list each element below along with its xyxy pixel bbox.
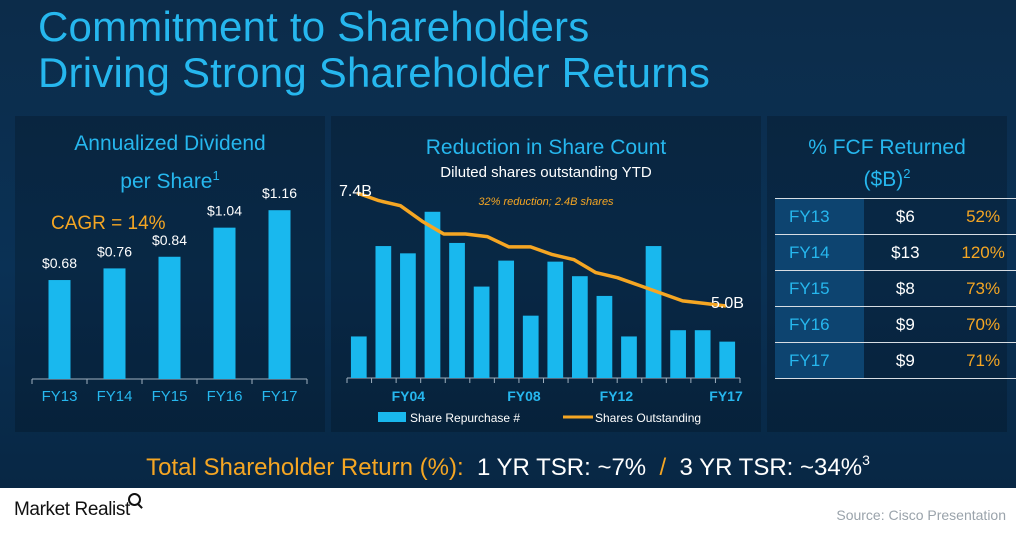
dividend-bar (103, 268, 126, 379)
fcf-amount: $9 (863, 342, 948, 379)
share-count-chart: 7.4B 5.0B FY04 FY08 FY12 FY17 Share Repurchase… (339, 183, 744, 425)
tsr-three-year: 3 YR TSR: ~34% (679, 454, 863, 481)
table-row: FY16 $9 70% (775, 306, 1016, 343)
fcf-pct: 120% (947, 234, 1016, 271)
fcf-fy: FY13 (775, 198, 864, 235)
fcf-amount: $9 (863, 306, 948, 343)
share-tick-label: FY17 (709, 388, 743, 404)
table-row: FY13 $6 52% (775, 198, 1016, 235)
fcf-title-line1: % FCF Returned (808, 136, 966, 159)
dividend-data-label: $1.16 (262, 185, 297, 201)
tsr-label: Total Shareholder Return (%): (146, 454, 464, 481)
fcf-fy: FY14 (775, 234, 864, 271)
legend-line-label: Shares Outstanding (595, 411, 701, 425)
dividend-bar-chart: $0.68 FY13 $0.76 FY14 $0.84 FY15 $1.04 FY16 $1.1… (31, 185, 308, 405)
share-tick-label: FY04 (392, 388, 426, 404)
share-tick-label: FY08 (507, 388, 541, 404)
share-count-subtitle: Diluted shares outstanding YTD (440, 164, 652, 181)
dividend-bar (268, 210, 291, 379)
dividend-data-label: $0.68 (42, 255, 77, 271)
slide-title-line2: Driving Strong Shareholder Returns (38, 49, 711, 96)
repurchase-bar (670, 330, 686, 378)
tsr-line: Total Shareholder Return (%): 1 YR TSR: … (0, 452, 1016, 482)
dividend-bar (213, 227, 236, 379)
dividend-bar (48, 280, 71, 379)
fcf-amount: $13 (863, 234, 948, 271)
fcf-amount: $6 (863, 198, 948, 235)
dividend-tick-label: FY13 (42, 388, 78, 405)
repurchase-bar (498, 260, 515, 378)
legend-bar-label: Share Repurchase # (410, 411, 520, 425)
repurchase-bar (424, 211, 441, 378)
repurchase-bar (473, 286, 490, 378)
fcf-amount: $8 (863, 270, 948, 307)
dividend-data-label: $0.84 (152, 232, 187, 248)
repurchase-bar (645, 246, 662, 378)
dividend-data-label: $1.04 (207, 203, 242, 219)
end-value-label: 5.0B (711, 295, 744, 312)
tsr-sup: 3 (862, 452, 870, 468)
table-row: FY17 $9 71% (775, 342, 1016, 379)
slide: Commitment to Shareholders Driving Stron… (0, 0, 1016, 488)
fcf-fy: FY17 (775, 342, 864, 379)
fcf-pct: 71% (947, 342, 1016, 379)
repurchase-bar (694, 330, 711, 378)
fcf-fy: FY16 (775, 306, 864, 343)
fcf-title-sup: 2 (903, 166, 911, 181)
repurchase-bar (719, 341, 736, 378)
tsr-separator: / (659, 454, 667, 481)
share-tick-label: FY12 (600, 388, 634, 404)
magnifier-icon (127, 493, 141, 506)
dividend-tick-label: FY17 (262, 388, 298, 405)
dividend-title-line2: per Share1 (15, 162, 325, 196)
market-realist-logo: Market Realist (14, 493, 143, 521)
start-value-label: 7.4B (339, 183, 372, 200)
repurchase-bar (350, 336, 367, 378)
dividend-tick-label: FY14 (97, 388, 133, 405)
reduction-note: 32% reduction; 2.4B shares (478, 196, 614, 208)
fcf-pct: 52% (947, 198, 1016, 235)
logo-text: Market Realist (14, 499, 130, 520)
fcf-table: FY13 $6 52% FY14 $13 120% FY15 $8 73% FY… (775, 198, 1016, 379)
table-row: FY15 $8 73% (775, 270, 1016, 307)
fcf-pct: 70% (947, 306, 1016, 343)
dividend-panel: Annualized Dividend per Share1 CAGR = 14… (15, 116, 325, 432)
dividend-tick-label: FY16 (207, 388, 243, 405)
cagr-label: CAGR = 14% (51, 213, 166, 234)
legend-bar-swatch (378, 412, 406, 422)
table-row: FY14 $13 120% (775, 234, 1016, 271)
fcf-title-line2: ($B)2 (767, 160, 1007, 194)
dividend-tick-label: FY15 (152, 388, 188, 405)
tsr-one-year: 1 YR TSR: ~7% (476, 454, 647, 481)
fcf-pct: 73% (947, 270, 1016, 307)
fcf-fy: FY15 (775, 270, 864, 307)
repurchase-bar (375, 246, 392, 378)
repurchase-bar (571, 276, 588, 378)
repurchase-bar (400, 253, 416, 378)
dividend-title-line1: Annualized Dividend (74, 132, 266, 155)
repurchase-bar (522, 315, 539, 378)
share-count-title: Reduction in Share Count (425, 136, 667, 159)
dividend-title-sup: 1 (212, 168, 220, 183)
source-note: Source: Cisco Presentation (836, 507, 1006, 523)
repurchase-bar (547, 261, 564, 378)
repurchase-bar (621, 336, 637, 378)
repurchase-bar (449, 242, 465, 378)
shares-outstanding-line (356, 191, 727, 308)
dividend-data-label: $0.76 (97, 243, 132, 259)
share-count-panel: Reduction in Share Count Diluted shares … (331, 116, 761, 432)
repurchase-bar (596, 295, 613, 378)
fcf-title-text: ($B) (863, 168, 904, 191)
dividend-bar (158, 256, 181, 379)
dividend-title-text: per Share (120, 170, 213, 193)
slide-title-line1: Commitment to Shareholders (38, 3, 590, 50)
